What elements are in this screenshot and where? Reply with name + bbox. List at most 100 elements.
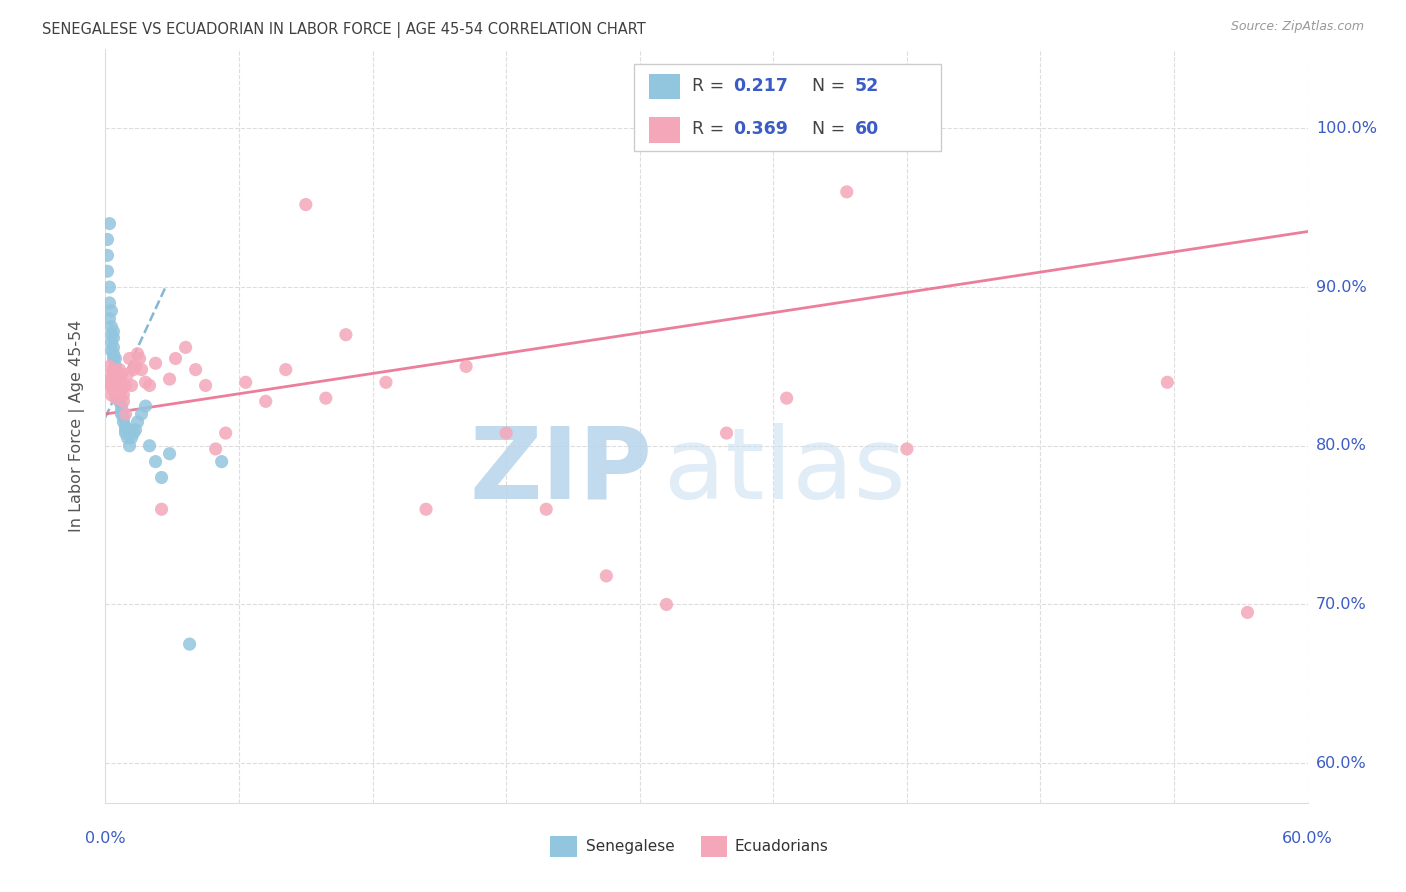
Text: 52: 52: [855, 77, 879, 95]
Point: [107, 370, 129, 384]
Point: [150, 502, 173, 516]
Point: [100, 335, 122, 350]
Point: [112, 415, 135, 429]
Point: [124, 359, 146, 374]
Point: [110, 407, 132, 421]
Point: [110, 399, 132, 413]
Point: [254, 394, 277, 409]
Point: [110, 383, 132, 397]
Point: [104, 359, 127, 374]
Point: [295, 197, 318, 211]
Point: [117, 431, 139, 445]
Point: [108, 388, 131, 402]
Text: 80.0%: 80.0%: [1316, 438, 1367, 453]
Point: [211, 455, 233, 469]
Y-axis label: In Labor Force | Age 45-54: In Labor Force | Age 45-54: [69, 320, 84, 532]
Point: [104, 368, 127, 382]
Text: R =: R =: [692, 120, 730, 138]
Point: [100, 388, 122, 402]
Point: [138, 378, 160, 392]
Point: [184, 362, 207, 376]
Point: [335, 327, 357, 342]
Point: [100, 343, 122, 358]
Point: [107, 368, 129, 383]
Point: [204, 442, 226, 456]
Point: [131, 407, 153, 421]
Point: [98, 217, 121, 231]
Point: [127, 347, 149, 361]
Text: atlas: atlas: [665, 423, 905, 520]
Point: [118, 351, 141, 366]
Point: [159, 447, 181, 461]
Point: [138, 439, 160, 453]
Point: [415, 502, 437, 516]
FancyBboxPatch shape: [634, 64, 941, 151]
FancyBboxPatch shape: [700, 836, 727, 857]
Point: [454, 359, 477, 374]
Point: [122, 426, 145, 441]
Point: [103, 383, 125, 397]
Point: [315, 391, 337, 405]
Point: [100, 368, 122, 383]
Point: [96, 248, 118, 262]
Point: [108, 362, 131, 376]
Text: 0.0%: 0.0%: [86, 830, 125, 846]
Point: [716, 426, 738, 441]
Point: [112, 388, 135, 402]
Point: [110, 368, 132, 382]
Point: [131, 362, 153, 376]
Point: [100, 327, 122, 342]
Point: [374, 376, 398, 390]
Point: [1156, 376, 1178, 390]
Point: [108, 376, 131, 390]
Point: [114, 378, 136, 392]
Point: [595, 569, 617, 583]
Point: [121, 431, 143, 445]
Point: [124, 423, 146, 437]
Point: [165, 351, 187, 366]
Point: [98, 296, 121, 310]
Point: [108, 394, 131, 409]
Point: [98, 378, 121, 392]
Point: [495, 426, 517, 441]
Point: [128, 351, 150, 366]
Point: [100, 304, 122, 318]
Point: [114, 423, 136, 437]
Point: [534, 502, 557, 516]
Point: [159, 372, 181, 386]
Point: [103, 340, 125, 354]
Point: [174, 340, 197, 354]
Point: [104, 376, 127, 390]
FancyBboxPatch shape: [550, 836, 576, 857]
Point: [108, 382, 131, 396]
Point: [103, 347, 125, 361]
Text: 90.0%: 90.0%: [1316, 279, 1367, 294]
Point: [103, 362, 125, 376]
Text: N =: N =: [813, 77, 851, 95]
Point: [118, 423, 141, 437]
Point: [103, 366, 125, 380]
Point: [103, 325, 125, 339]
Point: [96, 376, 118, 390]
Point: [104, 378, 127, 392]
Text: 60.0%: 60.0%: [1282, 830, 1333, 846]
Point: [107, 378, 129, 392]
Point: [776, 391, 799, 405]
Point: [117, 368, 139, 382]
Point: [896, 442, 918, 456]
Point: [214, 426, 236, 441]
Point: [274, 362, 297, 376]
Text: 0.217: 0.217: [733, 77, 787, 95]
Point: [104, 351, 127, 366]
Point: [114, 419, 136, 434]
Point: [107, 382, 129, 396]
Point: [114, 407, 136, 421]
Point: [114, 426, 136, 441]
Point: [96, 232, 118, 246]
Point: [96, 264, 118, 278]
Point: [135, 399, 157, 413]
Point: [194, 378, 217, 392]
Point: [655, 598, 678, 612]
Point: [135, 376, 157, 390]
Point: [100, 319, 122, 334]
